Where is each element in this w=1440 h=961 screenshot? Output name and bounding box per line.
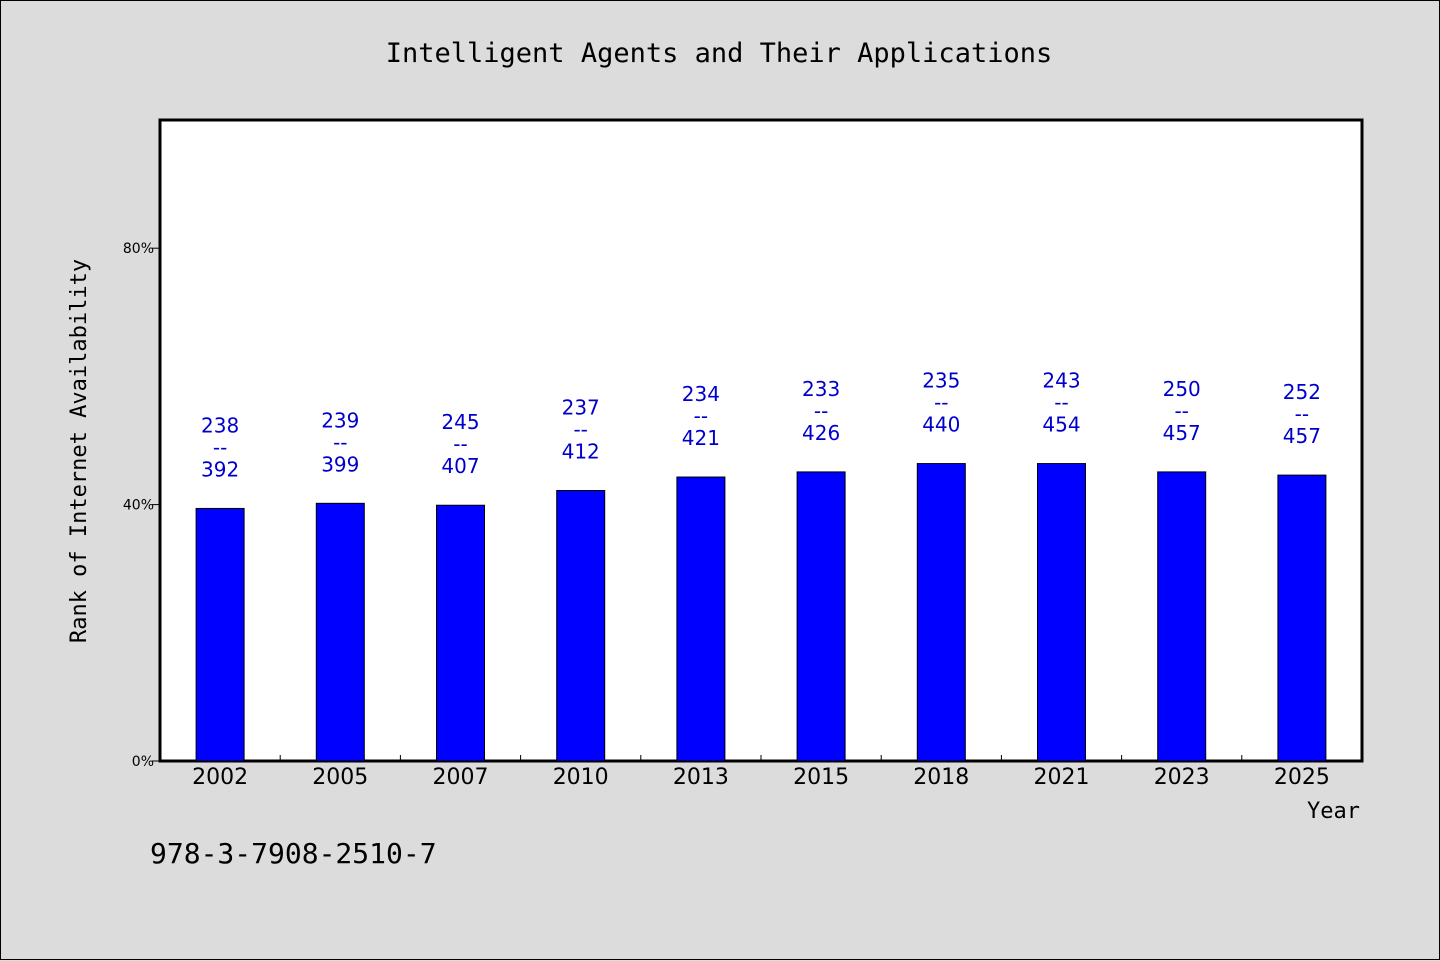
bar-label-top: 252	[1283, 380, 1321, 404]
x-tick-label: 2025	[1274, 765, 1330, 790]
bar-label-bottom: 457	[1283, 424, 1321, 448]
bar-label-top: 233	[802, 377, 840, 401]
bar-label-bottom: 454	[1042, 413, 1080, 437]
x-tick-label: 2015	[793, 765, 849, 790]
x-tick-label: 2007	[433, 765, 489, 790]
bar-label-top: 250	[1163, 377, 1201, 401]
bar-label-bottom: 407	[441, 454, 479, 478]
bar-label-separator: --	[573, 417, 587, 441]
bar	[556, 489, 606, 762]
bar-label-separator: --	[453, 432, 467, 456]
bar-label-top: 234	[682, 382, 720, 406]
x-tick-label: 2002	[192, 765, 248, 790]
bar-label-bottom: 457	[1163, 421, 1201, 445]
bars-group	[195, 463, 1327, 762]
bar	[315, 502, 365, 762]
y-axis-ticks: 0% 40% 80%	[123, 241, 160, 770]
bar-labels-group: 238--392239--399245--407237--412234--421…	[201, 369, 1321, 482]
bar	[1277, 474, 1327, 762]
y-axis-title: Rank of Internet Availability	[67, 259, 92, 643]
bar	[796, 471, 846, 762]
x-axis-ticks: 2002 2005 2007 2010 2013 2015 2018 2021 2023 2025	[192, 755, 1330, 790]
bar-label-top: 245	[441, 410, 479, 434]
bar-label-separator: --	[814, 399, 828, 423]
y-tick-label: 80%	[123, 241, 154, 257]
bar	[436, 504, 485, 762]
x-tick-label: 2010	[553, 765, 609, 790]
x-tick-label: 2005	[312, 765, 368, 790]
bar-label-bottom: 440	[922, 413, 960, 437]
bar-label-top: 237	[562, 395, 600, 419]
bar-label-separator: --	[934, 391, 948, 415]
x-tick-label: 2018	[913, 765, 969, 790]
x-tick-label: 2023	[1154, 765, 1210, 790]
bar	[195, 507, 245, 762]
bar-label-separator: --	[1174, 399, 1188, 423]
bar-label-top: 238	[201, 413, 239, 437]
bar-label-top: 243	[1042, 369, 1080, 393]
x-tick-label: 2013	[673, 765, 729, 790]
bar-label-top: 235	[922, 369, 960, 393]
y-tick-label: 0%	[132, 754, 154, 770]
x-axis-title: Year	[1307, 799, 1360, 824]
y-tick-label: 40%	[123, 498, 154, 514]
x-tick-label: 2021	[1034, 765, 1090, 790]
bar-label-separator: --	[694, 404, 708, 428]
bar-label-separator: --	[1054, 391, 1068, 415]
bar	[676, 476, 726, 762]
bar-label-bottom: 399	[321, 452, 359, 476]
bar-label-separator: --	[333, 430, 347, 454]
bar-label-bottom: 426	[802, 421, 840, 445]
bar-label-separator: --	[1295, 402, 1309, 426]
bar-label-bottom: 412	[562, 439, 600, 463]
bar-label-bottom: 392	[201, 457, 239, 481]
bar-label-top: 239	[321, 408, 359, 432]
bar-label-bottom: 421	[682, 426, 720, 450]
bar	[1037, 463, 1086, 762]
bar-label-separator: --	[213, 435, 227, 459]
bar	[916, 463, 966, 762]
isbn-text: 978-3-7908-2510-7	[150, 837, 437, 870]
chart-title: Intelligent Agents and Their Application…	[386, 38, 1052, 69]
bar	[1157, 471, 1207, 762]
